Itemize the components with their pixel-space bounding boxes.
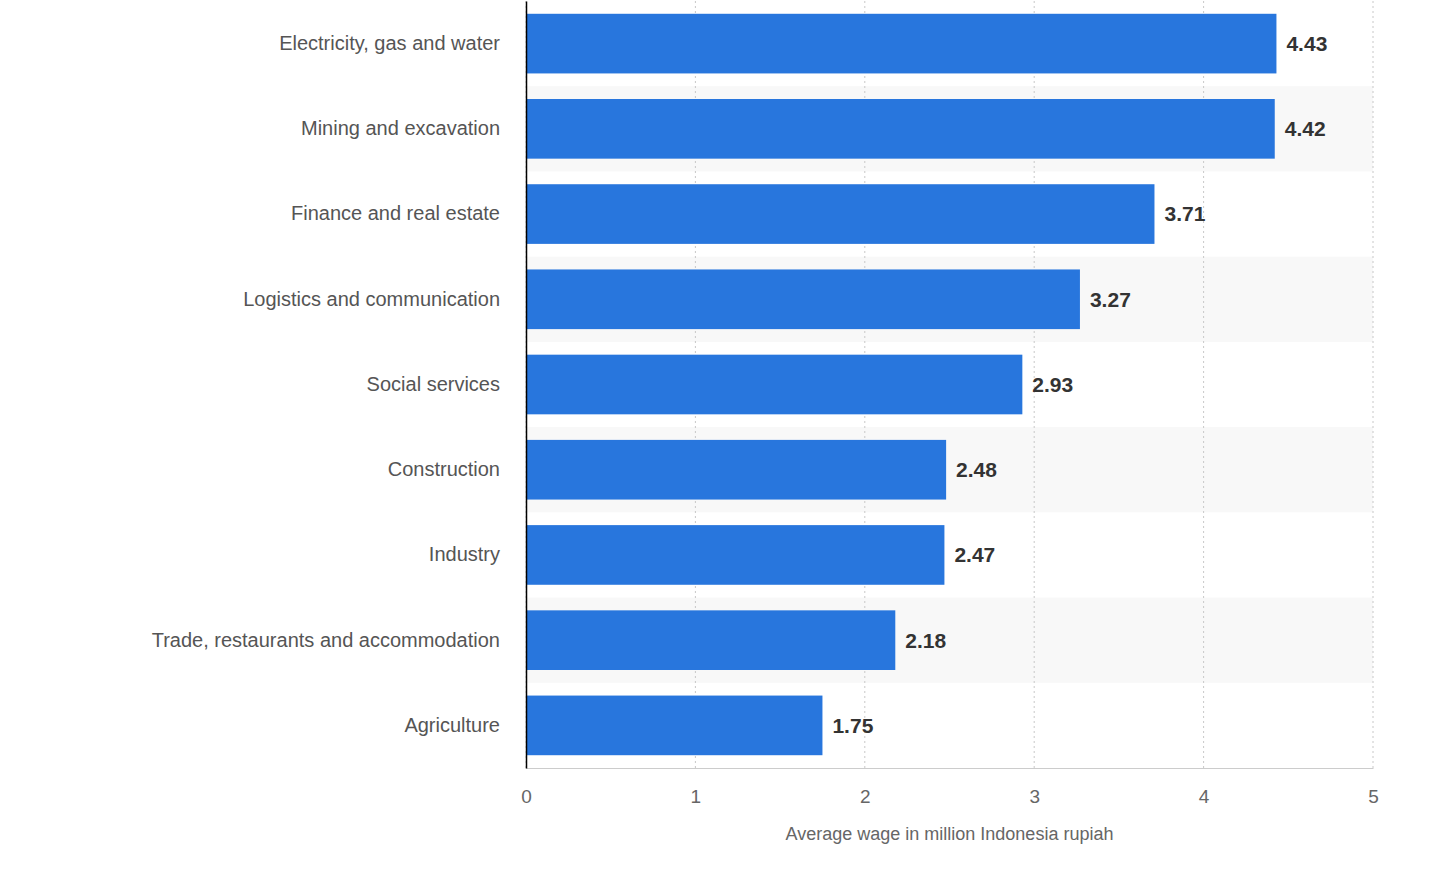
grid-line bbox=[1373, 1, 1374, 768]
x-tick-label: 0 bbox=[521, 786, 532, 807]
bar bbox=[526, 525, 944, 585]
x-tick-label: 3 bbox=[1029, 786, 1040, 807]
bar bbox=[526, 184, 1154, 244]
grid-line bbox=[526, 1, 527, 768]
y-tick-label: Industry bbox=[429, 543, 500, 565]
y-tick: Electricity, gas and water bbox=[279, 32, 526, 54]
bar bbox=[526, 14, 1276, 74]
x-tick: 2 bbox=[860, 768, 871, 807]
y-tick-label: Trade, restaurants and accommodation bbox=[152, 629, 500, 651]
data-label: 2.93 bbox=[1032, 373, 1073, 396]
grid bbox=[526, 1, 1373, 768]
chart: 4.43 4.42 3.71 3.27 2.93 2.48 2.47 2.18 1.75 0 1 2 3… bbox=[0, 0, 1443, 871]
y-tick-label: Agriculture bbox=[404, 714, 500, 736]
x-tick: 1 bbox=[691, 768, 702, 807]
x-axis-line bbox=[527, 768, 1374, 769]
data-label: 1.75 bbox=[832, 714, 873, 737]
row-bands bbox=[526, 86, 1373, 683]
row-band bbox=[526, 427, 1373, 512]
x-axis: 0 1 2 3 4 5 bbox=[521, 768, 1379, 807]
y-tick: Trade, restaurants and accommodation bbox=[152, 629, 526, 651]
row-band bbox=[526, 598, 1373, 683]
x-tick-label: 4 bbox=[1199, 786, 1210, 807]
y-tick-label: Logistics and communication bbox=[243, 288, 500, 310]
data-label: 4.42 bbox=[1285, 117, 1326, 140]
bar bbox=[526, 99, 1275, 159]
bar bbox=[526, 696, 822, 756]
y-tick: Construction bbox=[388, 458, 526, 480]
y-tick: Agriculture bbox=[404, 714, 526, 736]
y-axis-line bbox=[526, 2, 528, 769]
row-band bbox=[526, 257, 1373, 342]
data-labels: 4.43 4.42 3.71 3.27 2.93 2.48 2.47 2.18 1.75 bbox=[832, 32, 1327, 737]
x-tick-label: 5 bbox=[1368, 786, 1379, 807]
y-tick: Mining and excavation bbox=[301, 117, 526, 139]
y-tick-label: Social services bbox=[367, 373, 500, 395]
row-band bbox=[526, 86, 1373, 171]
data-label: 2.18 bbox=[905, 629, 946, 652]
x-tick: 5 bbox=[1368, 768, 1379, 807]
x-tick-label: 1 bbox=[691, 786, 702, 807]
y-axis: Electricity, gas and water Mining and exc… bbox=[152, 2, 527, 769]
y-tick-label: Mining and excavation bbox=[301, 117, 500, 139]
data-label: 3.71 bbox=[1164, 202, 1205, 225]
y-tick: Finance and real estate bbox=[291, 202, 526, 224]
x-tick: 4 bbox=[1199, 768, 1210, 807]
x-tick-label: 2 bbox=[860, 786, 871, 807]
y-tick: Industry bbox=[429, 543, 526, 565]
x-tick: 0 bbox=[521, 768, 532, 807]
y-tick-label: Electricity, gas and water bbox=[279, 32, 500, 54]
x-tick: 3 bbox=[1029, 768, 1040, 807]
y-tick: Social services bbox=[367, 373, 526, 395]
data-label: 4.43 bbox=[1286, 32, 1327, 55]
bar bbox=[526, 269, 1080, 329]
bar bbox=[526, 610, 895, 670]
y-tick-label: Finance and real estate bbox=[291, 202, 500, 224]
y-tick: Logistics and communication bbox=[243, 288, 526, 310]
data-label: 2.47 bbox=[954, 543, 995, 566]
data-label: 2.48 bbox=[956, 458, 997, 481]
bar bbox=[526, 440, 946, 500]
bar bbox=[526, 355, 1022, 415]
bars bbox=[526, 14, 1276, 755]
plot: 4.43 4.42 3.71 3.27 2.93 2.48 2.47 2.18 1.75 0 1 2 3… bbox=[152, 1, 1379, 844]
y-tick-label: Construction bbox=[388, 458, 500, 480]
data-label: 3.27 bbox=[1090, 288, 1131, 311]
x-axis-title: Average wage in million Indonesia rupiah bbox=[786, 824, 1114, 844]
